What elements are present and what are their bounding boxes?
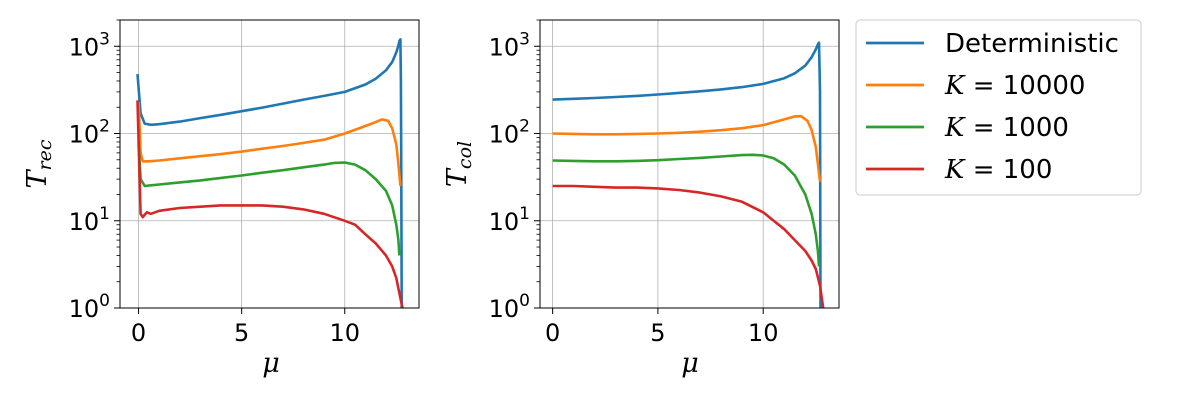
y-tick-exp-rec-0: 0	[99, 291, 110, 311]
legend-label-3: K = 100	[944, 155, 1052, 185]
y-axis-label-col-main: T	[442, 167, 473, 187]
legend-label-2: K = 1000	[944, 113, 1069, 143]
y-axis-label-rec-sub: rec	[34, 139, 56, 170]
y-tick-base-col-3: 10	[489, 33, 520, 61]
legend-var-3: K	[944, 155, 966, 185]
series-line-col-2	[552, 153, 821, 267]
y-tick-label-col-0: 100	[489, 291, 530, 323]
y-axis-label-col: Tcol	[442, 141, 476, 187]
y-axis-label-col-sub: col	[454, 141, 476, 169]
x-tick-label-rec-0: 0	[131, 319, 146, 347]
series-clip-rec	[136, 38, 404, 308]
y-tick-label-col-1: 101	[489, 204, 530, 236]
series-line-col-3	[552, 184, 825, 308]
plot-frame-col	[539, 19, 840, 309]
legend-eq-2: =	[964, 113, 1002, 143]
y-tick-base-rec-2: 10	[69, 121, 100, 149]
series-line-rec-0	[136, 38, 403, 308]
legend-num-3: 100	[1003, 155, 1053, 185]
y-tick-base-rec-3: 10	[69, 33, 100, 61]
series-layer-rec	[136, 38, 404, 308]
y-tick-label-rec-1: 101	[69, 204, 110, 236]
legend-var-1: K	[944, 71, 966, 101]
series-line-rec-3	[136, 100, 404, 308]
y-tick-base-rec-0: 10	[69, 295, 100, 323]
series-layer-col	[552, 41, 825, 308]
y-tick-base-rec-1: 10	[69, 208, 100, 236]
legend-eq-1: =	[964, 71, 1002, 101]
grid-rec	[120, 20, 419, 309]
plot-frame-rec	[119, 19, 420, 309]
y-tick-exp-col-2: 2	[519, 117, 530, 137]
legend-label-0: Deterministic	[945, 29, 1119, 59]
series-clip-col	[552, 41, 825, 308]
y-tick-label-rec-3: 103	[69, 29, 110, 61]
x-tick-label-col-1: 5	[650, 319, 665, 347]
x-tick-label-rec-1: 5	[234, 319, 249, 347]
legend-var-2: K	[944, 113, 966, 143]
y-tick-label-rec-2: 102	[69, 117, 110, 149]
y-tick-exp-col-0: 0	[519, 291, 530, 311]
x-tick-label-col-0: 0	[545, 319, 560, 347]
series-line-col-0	[552, 41, 822, 308]
y-tick-label-rec-0: 100	[69, 291, 110, 323]
y-tick-exp-rec-2: 2	[99, 117, 110, 137]
x-axis-label-col: μ	[681, 348, 699, 379]
y-axis-label-rec: Trec	[22, 139, 56, 188]
x-axis-label-rec: μ	[262, 348, 280, 379]
series-line-col-1	[552, 114, 822, 182]
legend-frame	[855, 19, 1142, 196]
series-line-rec-1	[137, 101, 402, 187]
series-line-rec-2	[137, 141, 401, 256]
y-tick-exp-rec-1: 1	[99, 204, 110, 224]
x-tick-label-rec-2: 10	[329, 319, 360, 347]
y-axis-label-rec-main: T	[22, 168, 53, 188]
y-tick-base-col-0: 10	[489, 295, 520, 323]
y-tick-exp-col-3: 3	[519, 29, 530, 49]
legend-label-1: K = 10000	[944, 71, 1085, 101]
x-tick-label-col-2: 10	[748, 319, 779, 347]
y-tick-exp-rec-3: 3	[99, 29, 110, 49]
y-tick-label-col-2: 102	[489, 117, 530, 149]
grid-col	[540, 20, 839, 309]
y-tick-exp-col-1: 1	[519, 204, 530, 224]
y-tick-label-col-3: 103	[489, 29, 530, 61]
legend-eq-3: =	[964, 155, 1002, 185]
y-tick-base-col-2: 10	[489, 121, 520, 149]
y-tick-base-col-1: 10	[489, 208, 520, 236]
legend-num-1: 10000	[1003, 71, 1086, 101]
legend-num-2: 1000	[1003, 113, 1069, 143]
